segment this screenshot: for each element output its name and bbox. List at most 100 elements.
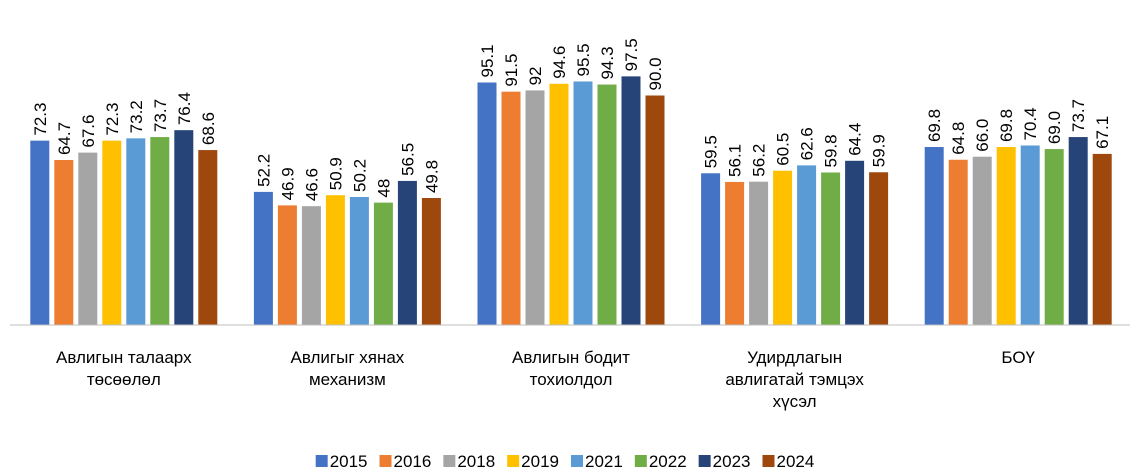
bar bbox=[1044, 149, 1064, 325]
legend-swatch bbox=[379, 455, 392, 467]
data-label: 73.7 bbox=[151, 99, 170, 132]
data-label: 62.6 bbox=[798, 127, 817, 160]
data-label: 95.5 bbox=[574, 43, 593, 76]
bar bbox=[349, 196, 369, 325]
data-label: 95.1 bbox=[478, 44, 497, 77]
data-label: 94.3 bbox=[598, 46, 617, 79]
legend-swatch bbox=[443, 455, 456, 467]
data-label: 70.4 bbox=[1021, 107, 1040, 140]
data-label: 69.0 bbox=[1045, 111, 1064, 144]
bar bbox=[126, 138, 146, 325]
data-label: 52.2 bbox=[254, 154, 273, 187]
bar bbox=[1020, 145, 1040, 325]
legend-label: 2023 bbox=[713, 452, 751, 470]
legend-label: 2016 bbox=[394, 452, 432, 470]
bar bbox=[102, 140, 122, 325]
bar bbox=[996, 147, 1016, 325]
data-label: 67.1 bbox=[1093, 116, 1112, 149]
data-label: 50.9 bbox=[326, 157, 345, 190]
bar bbox=[477, 82, 497, 326]
bar bbox=[972, 156, 992, 325]
data-label: 59.8 bbox=[822, 134, 841, 167]
x-tick-label: Авлигын талаарх bbox=[56, 348, 192, 367]
legend: 2015 2016 2018 2019 2021 2022 2023 2024 bbox=[315, 452, 814, 470]
legend-swatch bbox=[762, 455, 775, 467]
bar bbox=[797, 165, 817, 325]
bar bbox=[725, 181, 745, 325]
legend-swatch bbox=[507, 455, 520, 467]
x-tick-label: төсөөлөл bbox=[87, 370, 161, 389]
data-label: 50.2 bbox=[350, 159, 369, 192]
data-label: 60.5 bbox=[774, 133, 793, 166]
bar bbox=[749, 181, 769, 325]
data-label: 72.3 bbox=[31, 103, 50, 136]
data-label: 91.5 bbox=[502, 54, 521, 87]
bar bbox=[421, 198, 441, 325]
data-label: 73.2 bbox=[127, 100, 146, 133]
data-label: 46.9 bbox=[278, 167, 297, 200]
x-tick-label: Авлигын бодит bbox=[512, 348, 630, 367]
bar bbox=[78, 152, 98, 325]
bar bbox=[1068, 137, 1088, 325]
data-label: 67.6 bbox=[79, 115, 98, 148]
bar bbox=[325, 195, 345, 325]
bar bbox=[645, 95, 665, 325]
bar bbox=[373, 202, 393, 325]
bar bbox=[397, 180, 417, 325]
data-label: 46.6 bbox=[302, 168, 321, 201]
data-label: 94.6 bbox=[550, 46, 569, 79]
legend-label: 2022 bbox=[649, 452, 687, 470]
bar bbox=[821, 172, 841, 325]
data-label: 76.4 bbox=[175, 92, 194, 125]
legend-swatch bbox=[315, 455, 328, 467]
data-label: 69.8 bbox=[997, 109, 1016, 142]
bar bbox=[301, 206, 321, 325]
bar bbox=[869, 172, 889, 325]
x-tick-label: тохиолдол bbox=[530, 370, 613, 389]
bar bbox=[597, 84, 617, 325]
legend-label: 2021 bbox=[585, 452, 623, 470]
data-label: 68.6 bbox=[199, 112, 218, 145]
bar bbox=[924, 147, 944, 325]
legend-swatch bbox=[698, 455, 711, 467]
legend-label: 2018 bbox=[457, 452, 495, 470]
x-tick-label: механизм bbox=[309, 370, 386, 389]
data-label: 59.9 bbox=[870, 134, 889, 167]
bar bbox=[845, 160, 865, 325]
bar bbox=[253, 191, 273, 325]
data-label: 69.8 bbox=[925, 109, 944, 142]
legend-swatch bbox=[634, 455, 647, 467]
legend-label: 2015 bbox=[330, 452, 368, 470]
bar bbox=[174, 130, 194, 325]
data-label: 66.0 bbox=[973, 119, 992, 152]
x-tick-label: БОҮ bbox=[1001, 348, 1035, 367]
x-tick-label: хүсэл bbox=[773, 392, 817, 411]
data-label: 56.1 bbox=[726, 144, 745, 177]
data-label: 49.8 bbox=[422, 160, 441, 193]
data-label: 73.7 bbox=[1069, 99, 1088, 132]
bar bbox=[701, 173, 721, 325]
data-label: 92 bbox=[526, 66, 545, 85]
legend-label: 2019 bbox=[521, 452, 559, 470]
bar bbox=[30, 140, 50, 325]
data-label: 64.7 bbox=[55, 122, 74, 155]
bar bbox=[773, 170, 793, 325]
bar bbox=[54, 160, 74, 325]
bar bbox=[948, 159, 968, 325]
data-label: 64.4 bbox=[846, 123, 865, 156]
legend-label: 2024 bbox=[776, 452, 814, 470]
data-label: 48 bbox=[374, 179, 393, 198]
bar bbox=[549, 83, 569, 326]
data-label: 56.2 bbox=[750, 144, 769, 177]
bar bbox=[573, 81, 593, 325]
bar bbox=[198, 150, 218, 325]
data-label: 90.0 bbox=[646, 57, 665, 90]
data-label: 64.8 bbox=[949, 122, 968, 155]
data-label: 72.3 bbox=[103, 103, 122, 136]
legend-swatch bbox=[571, 455, 583, 467]
data-label: 56.5 bbox=[398, 143, 417, 176]
x-tick-label: Удирдлагын bbox=[747, 348, 842, 367]
data-label: 59.5 bbox=[702, 135, 721, 168]
bar bbox=[277, 205, 297, 325]
